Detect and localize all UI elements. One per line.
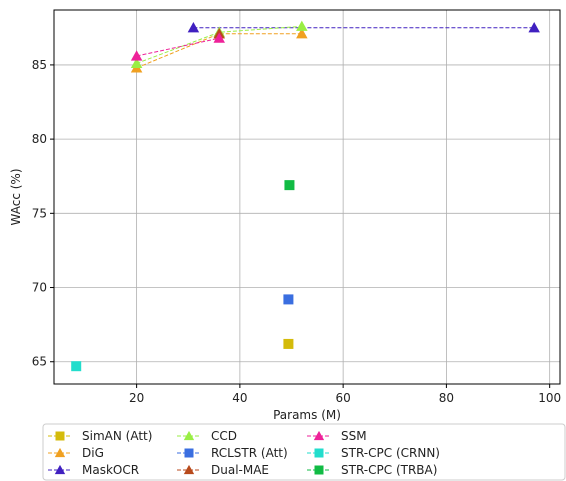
x-axis-label: Params (M) (273, 408, 341, 422)
square-marker (184, 448, 194, 458)
triangle-marker (528, 22, 540, 33)
legend-label: STR-CPC (TRBA) (341, 463, 437, 477)
legend-label: CCD (211, 429, 237, 443)
legend-box (42, 423, 566, 481)
legend-item: CCD (177, 429, 237, 443)
legend: SimAN (Att) DiG MaskOCR CCD RCLSTR (Att) Dual… (42, 423, 566, 481)
y-tick-label: 75 (32, 206, 47, 220)
legend-label: Dual-MAE (211, 463, 269, 477)
triangle-marker (183, 430, 195, 441)
plot-frame (53, 9, 561, 385)
triangle-marker (187, 22, 200, 33)
triangle-marker (296, 27, 308, 39)
y-tick-label: 65 (32, 355, 47, 369)
square-marker (314, 448, 324, 458)
y-tick-label: 70 (32, 281, 47, 295)
legend-item: SSM (307, 429, 367, 443)
triangle-marker (183, 464, 195, 475)
legend-item: MaskOCR (48, 463, 139, 477)
series-line (136, 33, 302, 69)
x-tick-label: 80 (439, 391, 454, 405)
legend-label: SSM (341, 429, 367, 443)
legend-label: MaskOCR (82, 463, 139, 477)
x-tick-label: 60 (336, 391, 351, 405)
triangle-marker (130, 50, 143, 61)
legend-item: RCLSTR (Att) (177, 446, 288, 460)
y-tick-label: 80 (32, 132, 47, 146)
data-markers (71, 20, 540, 372)
x-tick-label: 40 (232, 391, 247, 405)
square-marker (314, 465, 324, 475)
y-tick-label: 85 (32, 58, 47, 72)
triangle-marker (296, 20, 308, 31)
square-marker (283, 338, 294, 349)
grid-lines (54, 10, 560, 384)
legend-label: STR-CPC (CRNN) (341, 446, 440, 460)
y-axis-label: WAcc (%) (9, 169, 23, 226)
legend-item: DiG (48, 446, 104, 460)
triangle-marker (313, 430, 325, 441)
triangle-marker (54, 464, 66, 475)
x-tick-label: 100 (538, 391, 561, 405)
legend-label: DiG (82, 446, 104, 460)
x-tick-label: 20 (129, 391, 144, 405)
triangle-marker (54, 447, 66, 458)
legend-item: SimAN (Att) (48, 429, 152, 443)
triangle-marker (130, 57, 143, 69)
square-marker (283, 294, 294, 305)
x-axis-ticks: 20 40 60 80 100 (129, 384, 561, 405)
legend-label: RCLSTR (Att) (211, 446, 288, 460)
square-marker (71, 361, 82, 372)
series-lines (136, 25, 535, 69)
legend-item: STR-CPC (TRBA) (307, 463, 437, 477)
series-line (136, 37, 220, 57)
square-marker (55, 431, 65, 441)
y-axis-ticks: 65 70 75 80 85 (32, 58, 54, 369)
legend-item: Dual-MAE (177, 463, 269, 477)
legend-label: SimAN (Att) (82, 429, 152, 443)
legend-item: STR-CPC (CRNN) (307, 446, 440, 460)
square-marker (284, 180, 295, 191)
triangle-marker (213, 32, 225, 43)
